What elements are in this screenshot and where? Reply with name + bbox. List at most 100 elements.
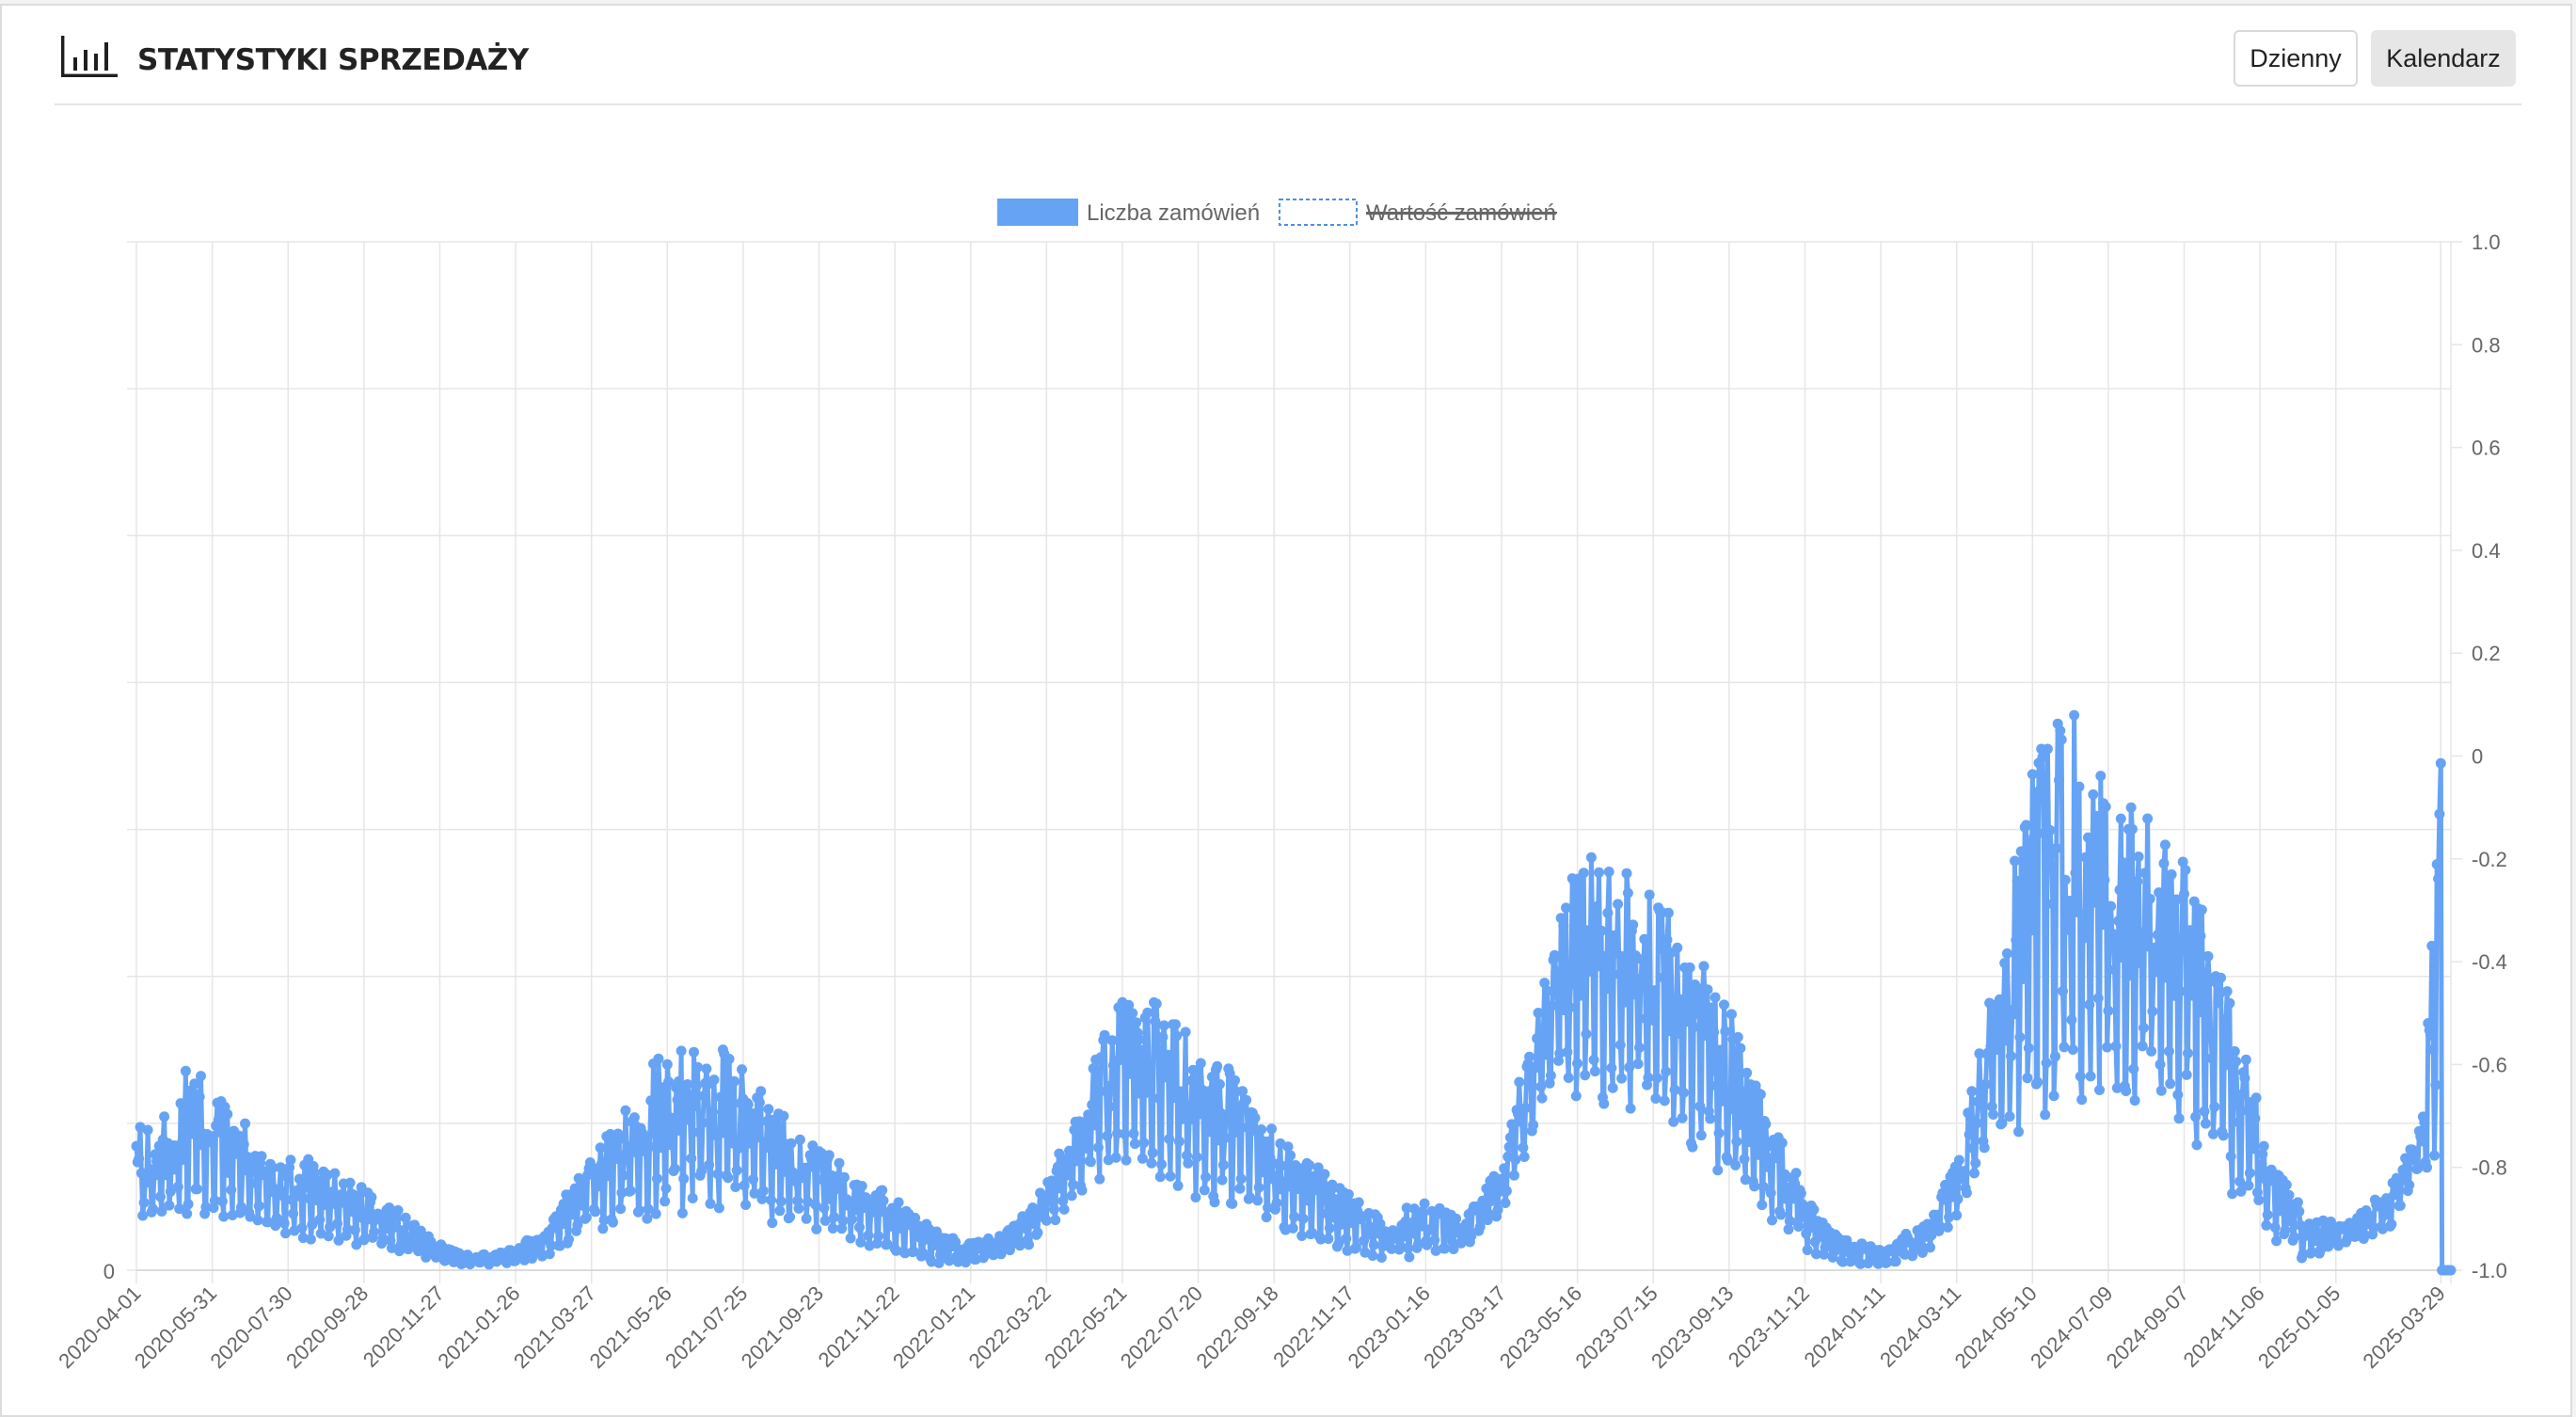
data-point[interactable] [2055, 725, 2066, 737]
data-point[interactable] [1628, 919, 1639, 931]
data-point[interactable] [1755, 1089, 1766, 1100]
data-point[interactable] [1738, 1098, 1749, 1108]
data-point[interactable] [818, 1174, 828, 1186]
data-point[interactable] [1145, 1067, 1155, 1078]
data-point[interactable] [2047, 899, 2059, 910]
data-point[interactable] [2283, 1189, 2295, 1201]
data-point[interactable] [2221, 986, 2233, 997]
data-point[interactable] [1574, 913, 1585, 924]
data-point[interactable] [280, 1228, 291, 1239]
data-point[interactable] [1713, 1127, 1725, 1138]
data-point[interactable] [1410, 1229, 1422, 1240]
data-point[interactable] [1632, 1059, 1644, 1070]
data-point[interactable] [2281, 1179, 2292, 1190]
data-point[interactable] [1055, 1183, 1066, 1194]
data-point[interactable] [314, 1214, 326, 1225]
legend-label-orders-count[interactable]: Liczba zamówień [1087, 200, 1260, 226]
data-point[interactable] [1754, 1150, 1765, 1160]
data-point[interactable] [2023, 1043, 2034, 1054]
data-point[interactable] [1776, 1138, 1788, 1149]
data-point[interactable] [2386, 1218, 2397, 1230]
data-point[interactable] [656, 1142, 667, 1154]
data-point[interactable] [1312, 1173, 1323, 1185]
data-point[interactable] [1297, 1213, 1309, 1224]
data-point[interactable] [1128, 1128, 1139, 1139]
data-point[interactable] [400, 1212, 411, 1223]
data-point[interactable] [333, 1234, 344, 1246]
data-point[interactable] [836, 1223, 848, 1234]
data-point[interactable] [2198, 992, 2209, 1003]
data-point[interactable] [2146, 1045, 2157, 1057]
data-point[interactable] [1428, 1221, 1439, 1233]
data-point[interactable] [2129, 1095, 2140, 1107]
data-point[interactable] [2015, 846, 2027, 857]
data-point[interactable] [1661, 1066, 1672, 1077]
data-point[interactable] [1994, 994, 2005, 1005]
data-point[interactable] [2121, 1086, 2132, 1096]
data-point[interactable] [1054, 1148, 1065, 1159]
data-point[interactable] [278, 1218, 290, 1229]
data-point[interactable] [1760, 1119, 1772, 1130]
data-point[interactable] [1499, 1163, 1510, 1174]
data-point[interactable] [1173, 1136, 1185, 1147]
data-point[interactable] [1517, 1117, 1527, 1128]
data-point[interactable] [1190, 1192, 1201, 1202]
data-point[interactable] [2041, 1058, 2052, 1069]
data-point[interactable] [1545, 1070, 1556, 1081]
data-point[interactable] [2115, 813, 2126, 824]
data-point[interactable] [2404, 1180, 2415, 1190]
data-point[interactable] [152, 1163, 164, 1174]
data-point[interactable] [933, 1257, 945, 1268]
data-point[interactable] [296, 1222, 308, 1234]
data-point[interactable] [2001, 947, 2012, 959]
data-point[interactable] [1673, 1013, 1684, 1024]
data-point[interactable] [628, 1112, 640, 1123]
data-point[interactable] [2113, 915, 2124, 927]
data-point[interactable] [1407, 1220, 1419, 1232]
data-point[interactable] [1202, 1102, 1214, 1113]
data-point[interactable] [236, 1202, 246, 1213]
data-point[interactable] [1606, 1062, 1617, 1074]
data-point[interactable] [1073, 1138, 1084, 1150]
data-point[interactable] [282, 1172, 294, 1184]
data-point[interactable] [1137, 1153, 1148, 1164]
data-point[interactable] [2216, 972, 2226, 983]
data-point[interactable] [675, 1125, 686, 1137]
data-point[interactable] [1736, 1086, 1747, 1097]
data-point[interactable] [1723, 1154, 1733, 1166]
data-point[interactable] [179, 1119, 190, 1130]
data-point[interactable] [1289, 1211, 1300, 1222]
data-point[interactable] [2196, 904, 2207, 915]
data-point[interactable] [580, 1212, 592, 1223]
data-point[interactable] [1050, 1215, 1061, 1226]
data-point[interactable] [687, 1193, 698, 1203]
data-point[interactable] [1694, 1101, 1706, 1112]
data-point[interactable] [1624, 1061, 1635, 1073]
data-point[interactable] [1988, 1109, 1999, 1120]
data-point[interactable] [263, 1173, 275, 1185]
data-point[interactable] [2022, 1073, 2033, 1084]
data-point[interactable] [1146, 1157, 1157, 1169]
data-point[interactable] [579, 1186, 590, 1197]
data-point[interactable] [2151, 966, 2162, 978]
data-point[interactable] [2075, 1071, 2086, 1082]
data-point[interactable] [2409, 1145, 2421, 1156]
data-point[interactable] [1451, 1213, 1462, 1224]
data-point[interactable] [778, 1110, 789, 1122]
data-point[interactable] [691, 1081, 702, 1091]
data-point[interactable] [2292, 1197, 2303, 1208]
data-point[interactable] [2092, 993, 2104, 1004]
data-point[interactable] [1083, 1109, 1094, 1121]
data-point[interactable] [1688, 1022, 1699, 1033]
data-point[interactable] [1558, 920, 1569, 931]
data-point[interactable] [1520, 1103, 1531, 1114]
data-point[interactable] [1714, 1044, 1725, 1056]
data-point[interactable] [1572, 1058, 1583, 1069]
data-point[interactable] [2269, 1222, 2281, 1233]
data-point[interactable] [1026, 1218, 1037, 1230]
data-point[interactable] [1156, 1159, 1168, 1170]
data-point[interactable] [643, 1203, 654, 1215]
data-point[interactable] [2294, 1206, 2305, 1218]
data-point[interactable] [1105, 1101, 1115, 1112]
data-point[interactable] [2137, 1041, 2148, 1052]
